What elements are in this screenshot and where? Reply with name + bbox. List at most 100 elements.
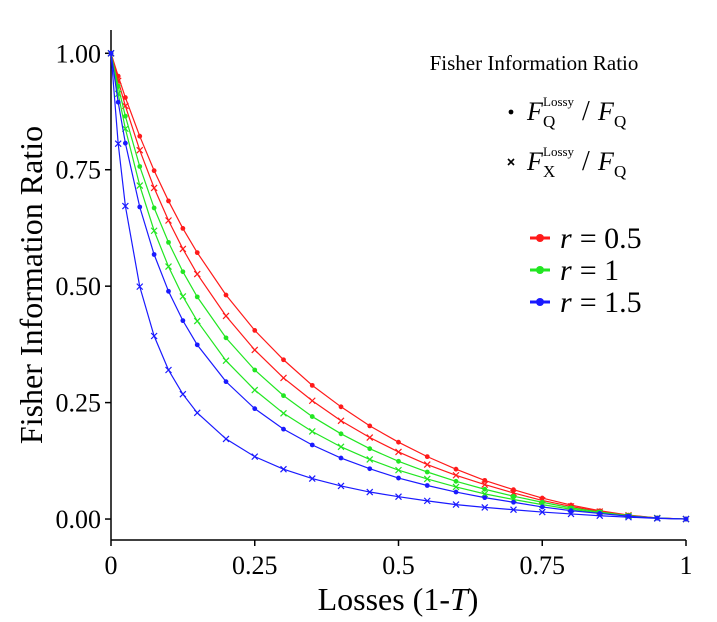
dot-marker (396, 475, 401, 481)
cross-marker (251, 346, 259, 354)
dot-marker (424, 469, 430, 475)
cross-marker (653, 514, 661, 522)
dot-marker (482, 477, 488, 483)
cross-marker (222, 312, 230, 320)
cross-marker (395, 466, 402, 474)
y-tick-label: 0.75 (56, 156, 102, 185)
dot-marker (194, 342, 200, 348)
cross-marker (366, 434, 374, 441)
series (108, 50, 689, 522)
legend-label: r = 1.5 (560, 286, 642, 319)
legend-symbol: F (597, 97, 615, 126)
legend-symbol: F (526, 147, 544, 176)
cross-marker (179, 245, 187, 253)
cross-marker (366, 456, 374, 463)
cross-marker (308, 428, 316, 435)
cross-marker (596, 512, 604, 520)
cross-marker (625, 513, 632, 521)
dot-marker (309, 414, 315, 419)
dot-marker (568, 508, 574, 514)
dot-marker (424, 483, 430, 488)
dot-marker (396, 439, 401, 445)
cross-marker (682, 515, 690, 523)
x-tick-label: 1 (680, 551, 693, 580)
dot-marker (151, 168, 157, 174)
dot-marker (367, 446, 373, 452)
cross-marker (193, 270, 201, 278)
legend-swatch-dot (536, 234, 544, 242)
legend-swatch-dot (536, 298, 544, 306)
cross-marker (308, 475, 316, 482)
cross-marker (165, 366, 172, 374)
legend-symbol: r (560, 254, 572, 287)
cross-marker (395, 448, 402, 456)
x-axis-label: Losses (1-T) (318, 581, 479, 617)
cross-marker (150, 184, 158, 192)
dot-marker (511, 493, 516, 499)
dot-marker (122, 95, 128, 100)
dot-marker (223, 335, 229, 341)
dot-marker (137, 164, 143, 169)
legend-text: = 0.5 (580, 222, 642, 255)
dot-marker (115, 99, 121, 105)
dot-marker (252, 367, 258, 373)
x-tick-label: 0.25 (232, 551, 278, 580)
cross-marker (193, 409, 201, 417)
dot-marker (223, 379, 229, 385)
cross-marker (179, 390, 187, 398)
cross-marker (222, 357, 230, 365)
cross-marker (193, 317, 201, 325)
dot-marker (367, 423, 373, 429)
cross-marker (179, 292, 187, 300)
cross-marker (481, 503, 489, 511)
legend-symbol: r (560, 286, 572, 319)
cross-marker (395, 493, 402, 501)
cross-marker (366, 488, 374, 496)
legend-text: = 1.5 (580, 286, 642, 319)
dot-marker (511, 499, 516, 505)
legend-swatch-dot (536, 266, 544, 274)
cross-marker (308, 397, 316, 405)
cross-marker (567, 510, 575, 518)
cross-marker (481, 481, 489, 488)
legend-superscript: Lossy (543, 94, 575, 109)
dot-marker (482, 486, 488, 492)
cross-marker (251, 453, 259, 461)
legend-slash: / (582, 96, 590, 127)
legend-text: = 1 (580, 254, 619, 287)
dot-marker (166, 288, 171, 294)
legend-symbol: F (597, 147, 615, 176)
cross-marker (481, 490, 489, 498)
series (107, 49, 690, 523)
cross-marker (423, 497, 431, 505)
dot-marker (453, 466, 459, 472)
y-tick-label: 0.25 (56, 389, 102, 418)
x-tick-label: 0.5 (382, 551, 415, 580)
dot-marker (180, 318, 186, 324)
cross-marker (165, 217, 172, 224)
dot-marker (166, 198, 171, 204)
cross-marker (280, 409, 287, 417)
legend-subscript: Q (543, 112, 555, 131)
cross-marker (150, 332, 158, 340)
legend-symbol: F (526, 97, 544, 126)
cross-marker (136, 283, 144, 291)
x-label-text: Losses (1- (318, 581, 450, 617)
cross-marker (452, 471, 460, 479)
dot-marker (166, 239, 171, 245)
dot-marker (223, 292, 229, 298)
cross-marker (452, 483, 460, 491)
cross-marker (510, 506, 517, 514)
dot-marker (151, 252, 157, 257)
dot-marker (539, 504, 545, 510)
dot-marker (508, 109, 514, 115)
dot-marker (122, 113, 128, 119)
dot-marker (338, 455, 344, 461)
dot-marker (338, 404, 344, 410)
dot-marker (137, 133, 143, 139)
dot-marker (252, 406, 258, 412)
dot-marker (338, 431, 344, 437)
legend-slash: / (582, 146, 590, 177)
